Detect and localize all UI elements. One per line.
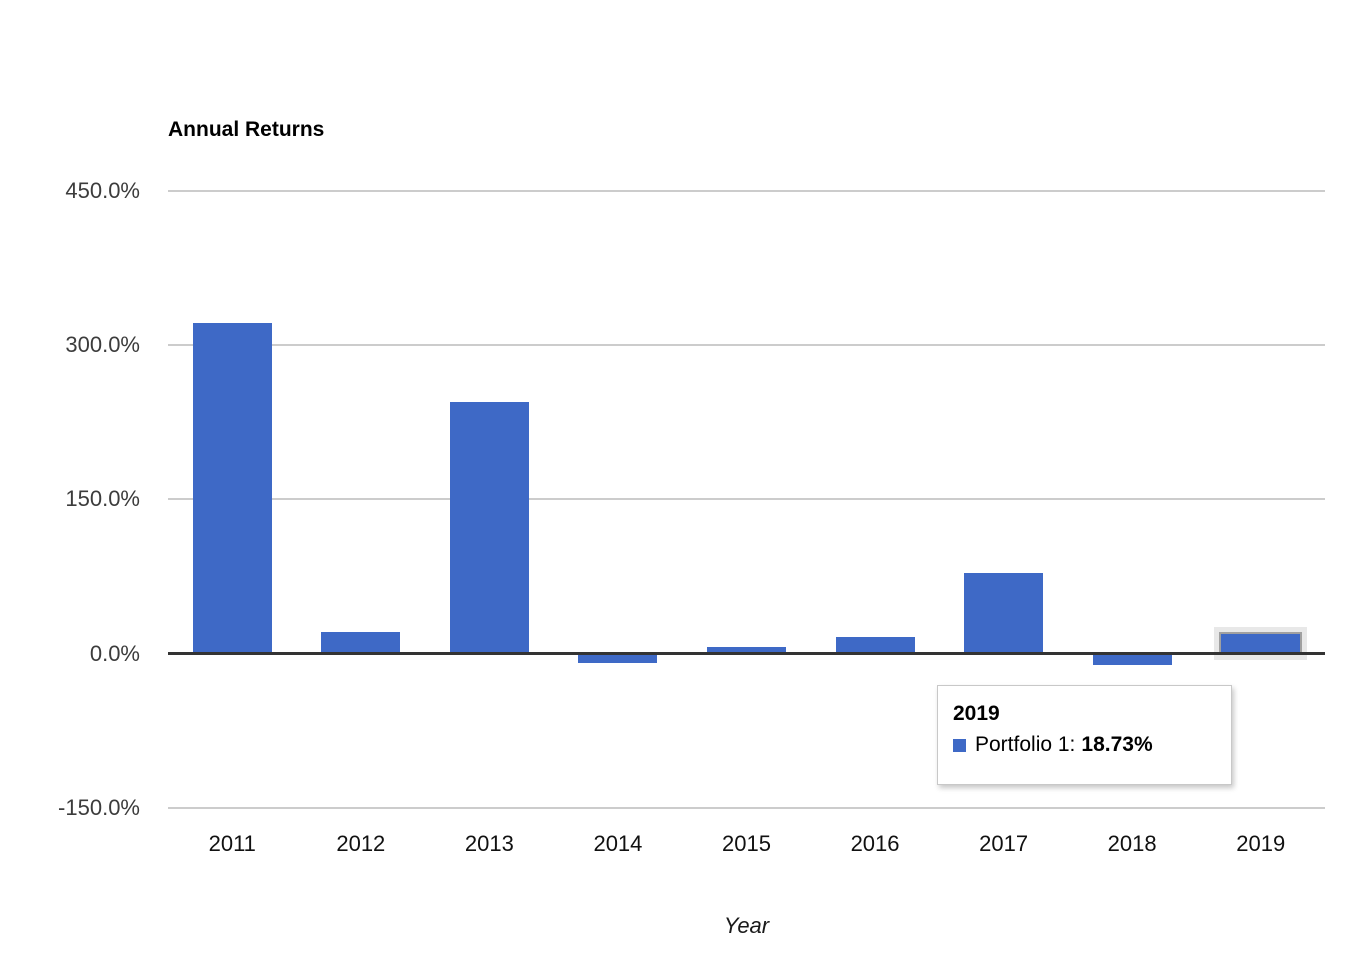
- x-axis-title: Year: [723, 913, 770, 938]
- zero-axis-line: [168, 652, 1325, 655]
- x-tick-label-2018: 2018: [1107, 831, 1157, 856]
- tooltip-value: 18.73%: [1081, 733, 1153, 756]
- gridline-300.0%: [168, 344, 1325, 347]
- x-tick-label-2017: 2017: [979, 831, 1029, 856]
- x-tick-label-2012: 2012: [336, 831, 386, 856]
- bar-2012[interactable]: [321, 632, 401, 654]
- gridline-450.0%: [168, 190, 1325, 192]
- x-tick-label-2019: 2019: [1236, 831, 1286, 856]
- x-tick-label-2011: 2011: [208, 831, 256, 856]
- y-tick-label--150.0%: -150.0%: [58, 794, 140, 820]
- y-tick-label-300.0%: 300.0%: [65, 332, 140, 358]
- bar-2015[interactable]: [707, 646, 786, 654]
- bar-2016[interactable]: [835, 637, 915, 654]
- tooltip-year: 2019: [953, 702, 1000, 725]
- y-tick-label-0.0%: 0.0%: [89, 640, 140, 666]
- bar-2017[interactable]: [964, 573, 1044, 654]
- gridline--150.0%: [168, 806, 1325, 809]
- x-tick-label-2014: 2014: [593, 831, 643, 856]
- bar-2019[interactable]: [1221, 634, 1301, 654]
- x-tick-label-2015: 2015: [722, 831, 771, 856]
- series-marker-icon: [953, 738, 966, 752]
- gridline-150.0%: [168, 498, 1325, 501]
- chart-title: Annual Returns: [168, 118, 325, 141]
- bar-2018[interactable]: [1092, 653, 1172, 666]
- tooltip-row: Portfolio 1: 18.73%: [953, 729, 1216, 761]
- x-tick-label-2016: 2016: [850, 831, 900, 856]
- bar-2013[interactable]: [449, 401, 529, 654]
- y-tick-label-150.0%: 150.0%: [65, 486, 140, 512]
- tooltip-series-label: Portfolio 1:: [975, 733, 1076, 756]
- bar-2014[interactable]: [578, 653, 658, 664]
- y-tick-label-450.0%: 450.0%: [65, 178, 140, 203]
- x-tick-label-2013: 2013: [464, 831, 514, 856]
- bar-2011[interactable]: [192, 322, 272, 654]
- tooltip: 2019 Portfolio 1: 18.73%: [937, 685, 1232, 785]
